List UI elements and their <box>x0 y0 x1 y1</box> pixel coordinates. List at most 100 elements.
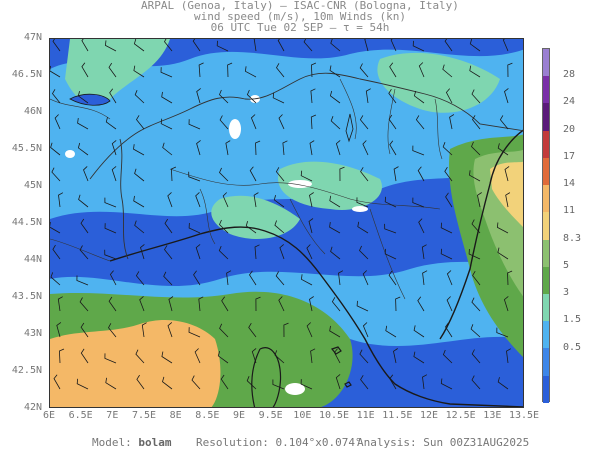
longitude-label: 9.5E <box>258 410 283 421</box>
wind-barb <box>389 62 397 78</box>
wind-barb <box>133 144 145 156</box>
wind-barb <box>507 270 513 286</box>
wind-barb <box>80 322 89 338</box>
wind-barb <box>133 65 145 78</box>
model-info: Model: bolam <box>92 436 172 449</box>
wind-barb <box>359 349 369 364</box>
wind-barb <box>108 296 117 312</box>
wind-barb <box>164 218 173 234</box>
wind-barb <box>309 140 315 156</box>
wind-barb <box>56 322 62 338</box>
wind-barb <box>442 349 453 364</box>
wind-barb <box>359 115 369 130</box>
colorbar-label: 0.5 <box>563 341 582 353</box>
wind-barb <box>193 270 201 286</box>
wind-barb <box>330 116 341 130</box>
wind-barb <box>227 62 233 78</box>
wind-barb <box>445 192 453 208</box>
field-mint-north <box>65 39 170 106</box>
wind-barb <box>133 195 145 208</box>
wind-barb <box>505 192 511 208</box>
wind-barb <box>104 353 117 364</box>
wind-barb <box>471 349 481 364</box>
wind-barb <box>50 221 61 234</box>
wind-barb <box>188 222 201 234</box>
analysis-info: Analysis: Sun 00Z31AUG2025 <box>357 436 529 449</box>
wind-barb <box>309 296 314 312</box>
colorbar-segment <box>543 103 549 131</box>
wind-barb <box>188 119 201 130</box>
model-value: bolam <box>138 436 172 449</box>
wind-barb <box>134 90 145 104</box>
colorbar-segment <box>543 49 549 77</box>
wind-barb <box>79 245 89 260</box>
longitude-label: 7E <box>106 410 119 421</box>
wind-barb <box>249 166 257 182</box>
wind-barb <box>393 348 398 364</box>
wind-barb <box>310 88 316 104</box>
resolution-label: Resolution: <box>196 436 269 449</box>
wind-barb <box>160 67 173 78</box>
wind-barb <box>471 297 481 312</box>
colorbar-label: 8.3 <box>563 232 582 244</box>
wind-barb <box>164 245 173 260</box>
wind-barb <box>444 166 453 182</box>
wind-barb <box>195 192 201 208</box>
colorbar-label: 5 <box>563 259 570 271</box>
field-mint-east <box>377 52 500 113</box>
wind-barb <box>105 117 117 130</box>
wind-barb <box>502 39 509 52</box>
wind-barb <box>108 62 117 78</box>
map-footer: Model: bolam Resolution: 0.104°x0.074° A… <box>0 436 600 450</box>
wind-barb <box>108 323 117 338</box>
wind-barb <box>273 194 285 208</box>
wind-barb <box>79 297 89 312</box>
wind-barb <box>219 167 229 182</box>
wind-barb <box>359 63 369 78</box>
wind-barb <box>282 140 288 156</box>
latitude-label: 43N <box>23 328 42 339</box>
wind-barb <box>384 196 397 208</box>
colorbar-label: 11 <box>563 205 576 217</box>
wind-barb <box>52 39 61 52</box>
wind-barb <box>330 39 341 52</box>
latitude-label: 42N <box>23 402 42 413</box>
wind-barb <box>418 218 425 234</box>
wind-barb <box>329 65 341 78</box>
model-label: Model: <box>92 436 132 449</box>
wind-barb <box>331 297 341 312</box>
wind-barb <box>364 39 369 52</box>
wind-barb <box>469 170 481 182</box>
colorbar-label: 24 <box>563 96 576 108</box>
wind-barb <box>219 323 229 338</box>
analysis-label: Analysis: <box>357 436 417 449</box>
wind-barb <box>390 39 397 52</box>
wind-barb <box>306 244 313 260</box>
wind-barb <box>77 142 89 156</box>
corsica-outline <box>251 347 282 407</box>
wind-map[interactable] <box>49 38 524 408</box>
colorbar-segment <box>543 157 549 186</box>
wind-barb <box>104 40 117 52</box>
wind-barb <box>275 167 285 182</box>
header-line-variable: wind speed (m/s), 10m Winds (kn) <box>194 10 406 23</box>
wind-barb <box>83 166 89 182</box>
wind-barb <box>162 142 173 156</box>
latitude-label: 47N <box>23 32 42 43</box>
wind-barb <box>164 39 173 52</box>
wind-barb <box>225 140 231 156</box>
colorbar-segment <box>543 130 549 158</box>
longitude-label: 13.5E <box>508 410 540 421</box>
wind-barb <box>310 114 317 130</box>
longitude-label: 6E <box>42 410 56 421</box>
wind-barb <box>188 171 201 182</box>
wind-barb <box>111 140 117 156</box>
wind-barb <box>395 296 401 312</box>
wind-barb <box>421 244 427 260</box>
wind-barb <box>471 219 481 234</box>
wind-barb <box>472 270 481 286</box>
colorbar-label: 1.5 <box>563 314 582 326</box>
wind-barb <box>170 166 177 182</box>
resolution-value: 0.104°x0.074° <box>275 436 362 449</box>
colorbar-segment <box>543 348 549 376</box>
